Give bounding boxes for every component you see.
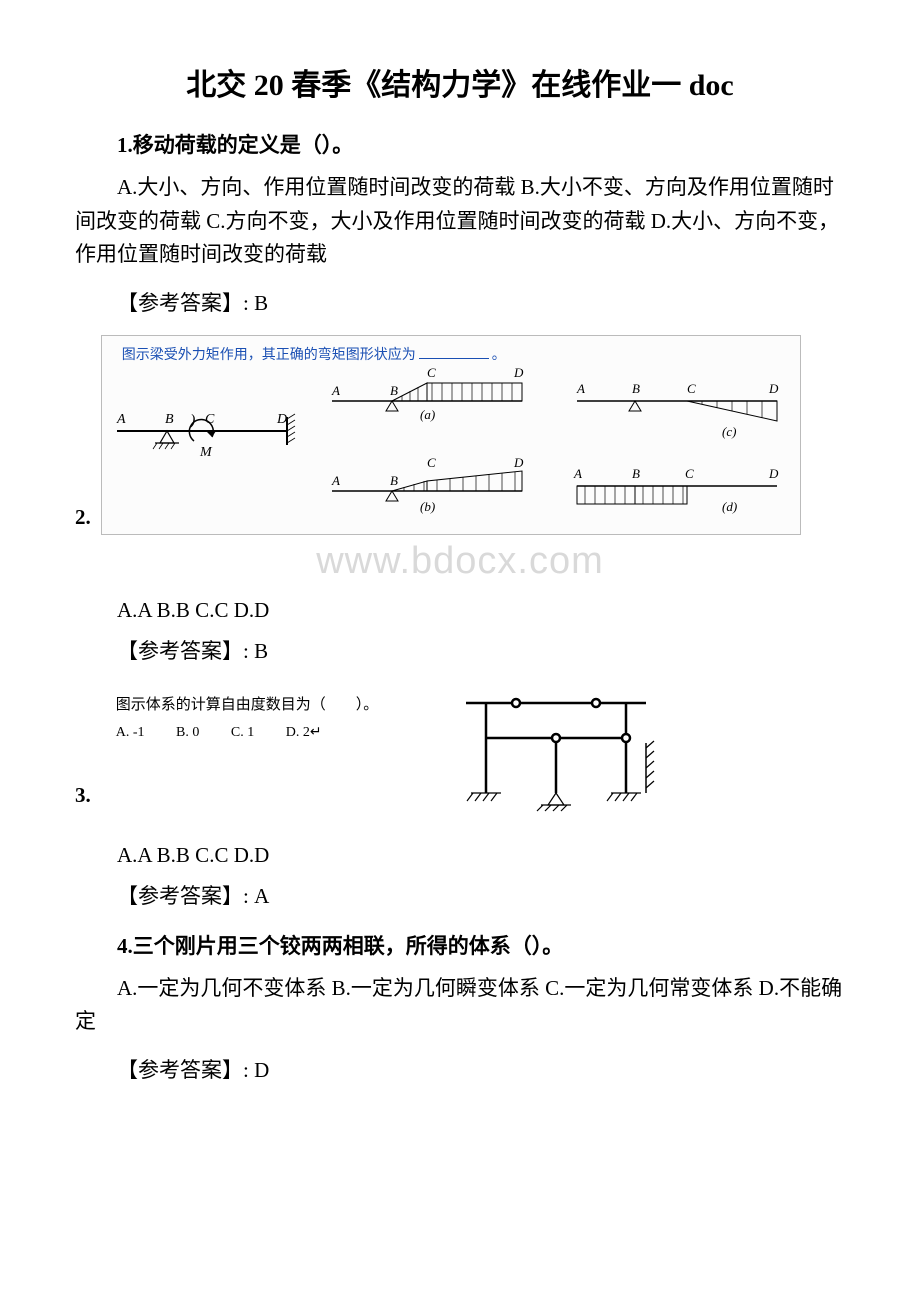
label-D: D: [276, 412, 287, 427]
label-M: M: [199, 445, 213, 460]
q3-options: A.A B.B C.C D.D: [75, 843, 845, 868]
q2-number: 2.: [75, 505, 91, 535]
q2-blue-suffix: 。: [492, 346, 506, 362]
svg-text:B: B: [632, 381, 640, 396]
q2-opt-c: A B C D (c): [576, 381, 779, 439]
svg-text:C: C: [685, 466, 694, 481]
watermark: www.bdocx.com: [75, 540, 845, 583]
q4-body: A.一定为几何不变体系 B.一定为几何瞬变体系 C.一定为几何常变体系 D.不能…: [75, 972, 845, 1039]
q2-blue-prefix: 图示梁受外力矩作用，其正确的弯矩图形状应为: [122, 346, 416, 362]
q2-options: A.A B.B C.C D.D: [75, 598, 845, 623]
q3-number: 3.: [75, 783, 91, 813]
q2-svg: A B C D ) M: [102, 336, 802, 536]
q1-text: 移动荷载的定义是（）。: [133, 133, 354, 157]
q3-diagram: 图示体系的计算自由度数目为（ ）。 A. -1 B. 0 C. 1 D. 2↵: [101, 683, 661, 813]
q4-heading: 4.三个刚片用三个铰两两相联，所得的体系（）。: [75, 930, 845, 960]
label-C: C: [205, 412, 215, 427]
svg-text:(c): (c): [722, 424, 736, 439]
svg-text:(d): (d): [722, 499, 737, 514]
svg-text:C: C: [427, 455, 436, 470]
q3-opt-b: B. 0: [176, 725, 199, 740]
q1-number: 1.: [117, 133, 133, 157]
svg-text:A: A: [331, 383, 340, 398]
svg-text:B: B: [390, 473, 398, 488]
svg-text:A: A: [576, 381, 585, 396]
label-B: B: [165, 412, 174, 427]
q3-line1: 图示体系的计算自由度数目为（ ）。: [116, 693, 406, 714]
q3-answer: 【参考答案】: A: [75, 880, 845, 910]
q1-heading: 1.移动荷载的定义是（）。: [75, 129, 845, 159]
q4-text: 三个刚片用三个铰两两相联，所得的体系（）。: [133, 934, 564, 958]
svg-text:D: D: [513, 365, 524, 380]
page-title: 北交 20 春季《结构力学》在线作业一 doc: [75, 60, 845, 104]
q4-answer: 【参考答案】: D: [75, 1054, 845, 1084]
svg-text:(b): (b): [420, 499, 435, 514]
svg-text:D: D: [513, 455, 524, 470]
q2-blue-text: 图示梁受外力矩作用，其正确的弯矩图形状应为 。: [122, 344, 506, 364]
svg-text:A: A: [331, 473, 340, 488]
svg-text:B: B: [632, 466, 640, 481]
svg-text:A: A: [573, 466, 582, 481]
q4-number: 4.: [117, 934, 133, 958]
svg-text:C: C: [687, 381, 696, 396]
q3-opt-a: A. -1: [116, 725, 145, 740]
q3-opt-d: D. 2↵: [286, 725, 322, 740]
svg-text:D: D: [768, 381, 779, 396]
q1-answer: 【参考答案】: B: [75, 287, 845, 317]
q3-row: 3. 图示体系的计算自由度数目为（ ）。 A. -1 B. 0 C. 1 D. …: [75, 683, 845, 813]
q2-opt-d: A B C D (d): [573, 466, 779, 514]
q2-row: 2. 图示梁受外力矩作用，其正确的弯矩图形状应为 。 A B C D: [75, 335, 845, 535]
q2-diagram: 图示梁受外力矩作用，其正确的弯矩图形状应为 。 A B C D: [101, 335, 801, 535]
q2-blank: [419, 358, 489, 359]
svg-text:(a): (a): [420, 407, 435, 422]
q2-answer: 【参考答案】: B: [75, 635, 845, 665]
q3-opts: A. -1 B. 0 C. 1 D. 2↵: [116, 724, 406, 741]
q3-svg: [451, 683, 661, 813]
svg-text:D: D: [768, 466, 779, 481]
q1-body: A.大小、方向、作用位置随时间改变的荷载 B.大小不变、方向及作用位置随时间改变…: [75, 171, 845, 272]
q3-opt-c: C. 1: [231, 725, 254, 740]
q3-text-panel: 图示体系的计算自由度数目为（ ）。 A. -1 B. 0 C. 1 D. 2↵: [101, 683, 421, 751]
q2-opt-b: A B C D (b): [331, 455, 524, 514]
svg-text:C: C: [427, 365, 436, 380]
q2-beam: A B C D ) M: [116, 412, 295, 460]
label-A: A: [116, 412, 126, 427]
svg-text:B: B: [390, 383, 398, 398]
q2-opt-a: A B C D (a): [331, 365, 524, 422]
